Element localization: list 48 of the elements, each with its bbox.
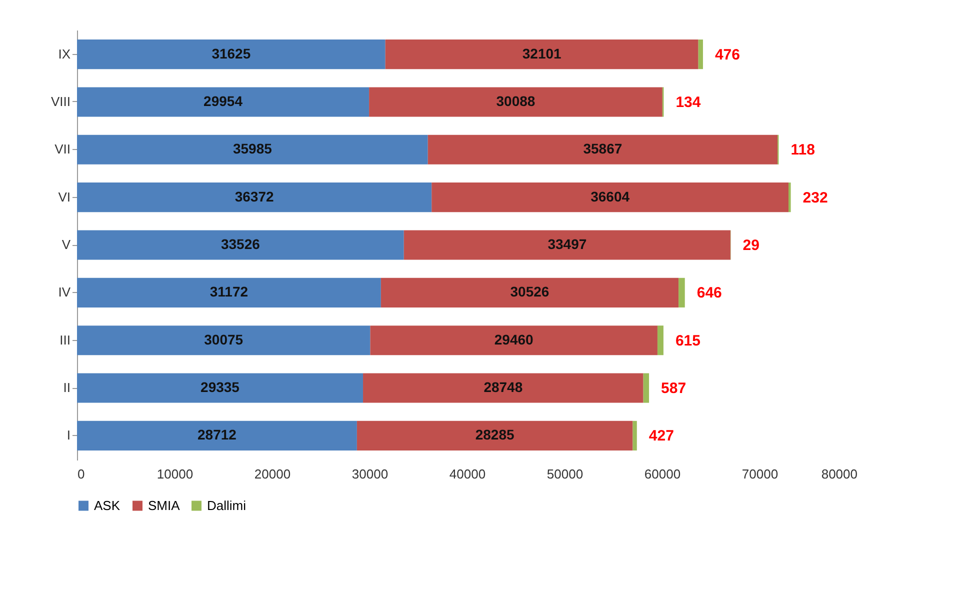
y-tick-label: II	[63, 380, 70, 396]
x-tick-label: 60000	[644, 466, 681, 482]
data-label: 476	[714, 46, 740, 64]
data-label: 31172	[210, 284, 248, 300]
data-label: 29954	[204, 92, 243, 109]
data-label: 29	[742, 237, 760, 254]
legend-label: Dallimi	[207, 498, 246, 513]
data-label: 31625	[212, 45, 251, 62]
x-tick-label: 10000	[156, 466, 194, 482]
y-tick-label: VII	[54, 142, 70, 157]
y-tick-label: V	[62, 237, 71, 252]
data-label: 29460	[494, 331, 534, 348]
x-tick-label: 70000	[742, 466, 778, 482]
data-label: 28712	[198, 426, 237, 443]
x-tick-label: 80000	[821, 466, 858, 482]
y-tick-label: III	[60, 332, 70, 348]
data-label: 134	[676, 94, 702, 111]
data-label: 28285	[475, 426, 515, 443]
data-label: 30088	[496, 92, 536, 109]
data-label: 36604	[590, 188, 630, 204]
legend-label: ASK	[94, 498, 120, 513]
x-tick-label: 40000	[449, 466, 486, 482]
data-label: 32101	[522, 45, 562, 62]
y-tick-label: VI	[58, 189, 70, 204]
data-label: 427	[648, 428, 674, 445]
data-label: 29335	[200, 379, 240, 396]
data-label: 36372	[234, 188, 274, 204]
data-label: 587	[661, 380, 686, 398]
data-label: 35867	[583, 140, 622, 157]
data-label: 30526	[510, 284, 550, 300]
x-tick-label: 30000	[352, 466, 388, 482]
data-label: 35985	[232, 140, 272, 157]
y-tick-label: I	[66, 428, 70, 443]
data-label: 615	[675, 332, 700, 350]
x-tick-label: 20000	[254, 466, 291, 482]
legend-label: SMIA	[148, 498, 180, 513]
data-label: 30075	[204, 331, 244, 348]
y-tick-label: IV	[58, 284, 71, 300]
data-label: 33497	[548, 236, 587, 252]
data-label: 646	[696, 284, 722, 302]
data-label: 118	[790, 142, 815, 159]
data-label: 28748	[484, 379, 523, 396]
x-tick-label: 0	[78, 466, 85, 482]
x-tick-label: 50000	[546, 466, 584, 482]
data-label: 232	[802, 189, 828, 206]
y-tick-label: IX	[58, 46, 71, 62]
data-label: 33526	[220, 236, 260, 252]
y-tick-label: VIII	[50, 94, 70, 109]
